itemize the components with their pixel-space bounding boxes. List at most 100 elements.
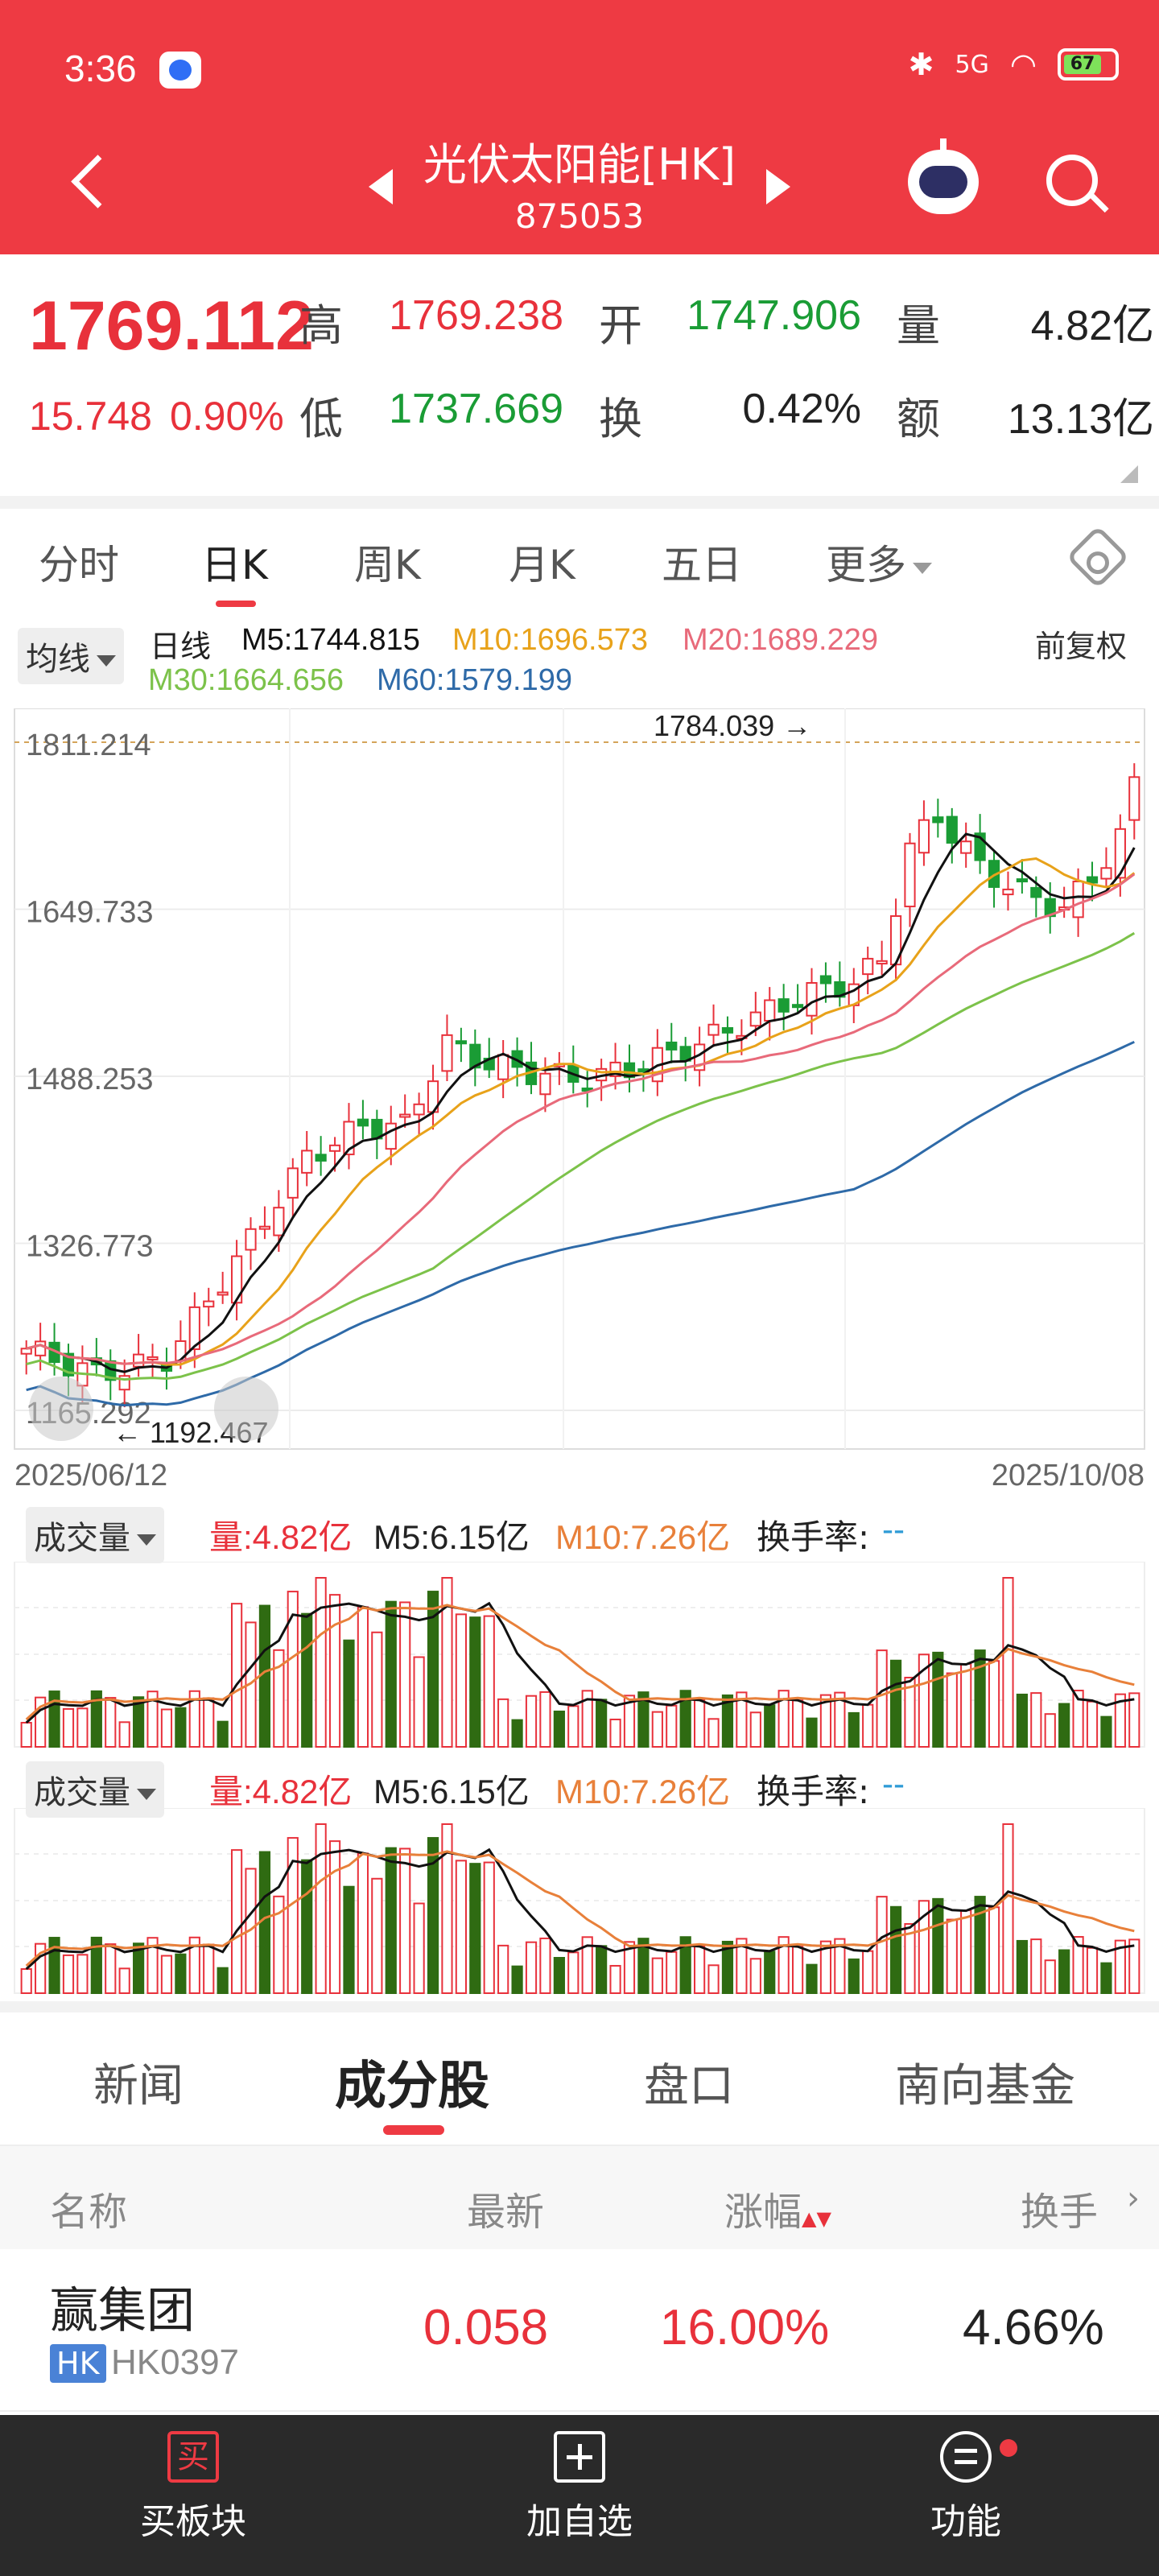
tab-constituents[interactable]: 成分股	[335, 2057, 489, 2116]
candle	[273, 1207, 285, 1236]
tab-news[interactable]: 新闻	[93, 2060, 184, 2112]
volume-bar	[960, 1663, 972, 1748]
open-value: 1747.906	[687, 292, 861, 339]
volume-bar	[203, 1943, 215, 1995]
volume-bar	[1044, 1713, 1056, 1748]
tab-southbound-funds[interactable]: 南向基金	[895, 2060, 1075, 2112]
max-price-label: 1784.039 →	[654, 709, 811, 742]
volume-bar	[1002, 1577, 1014, 1748]
volume-bar	[20, 1968, 32, 1994]
volume-bar	[567, 1705, 580, 1748]
candle	[666, 1041, 678, 1051]
vol-m10-2: M10:7.26亿	[555, 1773, 731, 1810]
candle	[819, 975, 832, 985]
volume-bar	[749, 1711, 761, 1748]
col-latest[interactable]: 最新	[467, 2190, 545, 2235]
vol-m5-line	[25, 1847, 1135, 1971]
col-change[interactable]: 涨幅▲▼	[724, 2190, 831, 2235]
candle	[1128, 776, 1140, 821]
volume-label: 量	[897, 300, 940, 351]
assistant-robot-icon[interactable]	[908, 138, 979, 214]
volume-bar	[777, 1936, 790, 1994]
volume-bar	[413, 1902, 425, 1994]
volume-bar	[721, 1694, 734, 1748]
volume-value: 4.82亿	[1030, 303, 1154, 349]
volume-bar	[118, 1967, 130, 1994]
sort-icon: ▲▼	[802, 2207, 831, 2230]
ma30-line	[26, 931, 1136, 1381]
candle	[469, 1043, 481, 1069]
menu-icon	[940, 2431, 992, 2483]
candle	[749, 1011, 761, 1027]
volume-bar	[1030, 1692, 1042, 1748]
function-menu-button[interactable]: 功能	[869, 2431, 1062, 2544]
stock-turnover: 4.66%	[963, 2300, 1104, 2355]
buy-sector-button[interactable]: 买 买板块	[97, 2431, 290, 2544]
volume-bar	[806, 1963, 818, 1995]
candle	[932, 816, 944, 824]
candle	[258, 1225, 271, 1230]
volume-bar	[105, 1943, 117, 1994]
col-turnover[interactable]: 换手	[1021, 2190, 1099, 2235]
tab-intraday[interactable]: 分时	[39, 542, 119, 588]
volume-bar	[918, 1653, 930, 1748]
volume-selector-1[interactable]: 成交量	[26, 1507, 164, 1563]
volume-bar	[736, 1691, 748, 1748]
volume-bar	[455, 1613, 467, 1748]
volume-bar	[230, 1603, 243, 1748]
candle	[217, 1291, 229, 1296]
reset-zoom-icon	[214, 1377, 278, 1441]
y-tick-label: 1488.253	[26, 1063, 154, 1096]
ma-selector[interactable]: 均线	[18, 628, 124, 684]
tab-five-day[interactable]: 五日	[662, 542, 742, 588]
volume-bar	[160, 1955, 173, 1994]
volume-bar	[609, 1964, 621, 1994]
volume-bar	[848, 1958, 860, 1994]
candle	[721, 1026, 734, 1034]
start-date: 2025/06/12	[14, 1459, 168, 1492]
search-icon[interactable]	[1046, 155, 1098, 206]
volume-bar	[483, 1861, 495, 1994]
adjust-mode[interactable]: 前复权	[1035, 629, 1128, 664]
expand-corner-icon[interactable]	[1120, 465, 1138, 483]
volume-bar	[76, 1954, 89, 1994]
chevron-right-icon[interactable]: ›	[1127, 2180, 1140, 2217]
volume-bar	[76, 1707, 89, 1748]
candle	[230, 1255, 243, 1304]
volume-chart-2	[14, 1808, 1145, 1995]
tab-orderbook[interactable]: 盘口	[644, 2060, 734, 2112]
volume-bar	[90, 1936, 102, 1994]
add-icon	[554, 2431, 605, 2483]
volume-bar	[1030, 1938, 1042, 1995]
volume-bar	[371, 1631, 383, 1748]
volume-bar	[1114, 1693, 1126, 1748]
tab-monthly-k[interactable]: 月K	[509, 542, 575, 588]
vol-turnover-1: 换手率:	[757, 1517, 870, 1557]
add-watchlist-button[interactable]: 加自选	[483, 2431, 676, 2544]
prev-index-icon[interactable]	[369, 169, 393, 204]
vol-m5-line	[25, 1601, 1135, 1724]
tab-daily-k[interactable]: 日K	[201, 542, 268, 588]
tab-weekly-k[interactable]: 周K	[354, 542, 421, 588]
kline-chart[interactable]: 1811.2141649.7331488.2531326.7731165.292…	[0, 708, 1159, 1457]
volume-bar	[230, 1849, 243, 1995]
y-tick-label: 1649.733	[26, 896, 154, 930]
amount-value: 13.13亿	[1007, 396, 1154, 443]
next-index-icon[interactable]	[766, 169, 790, 204]
volume-bar	[399, 1601, 411, 1748]
vol-value-2: 量:4.82亿	[209, 1773, 353, 1810]
volume-bar	[932, 1651, 944, 1748]
table-row[interactable]: 赢集团 HK HK0397 0.058 16.00% 4.66%	[0, 2251, 1159, 2412]
volume-bar	[146, 1937, 159, 1994]
tab-more[interactable]: 更多	[826, 533, 932, 591]
candle	[301, 1150, 313, 1174]
volume-bar	[258, 1851, 271, 1995]
volume-bar	[301, 1612, 313, 1748]
period-label: 日线	[150, 629, 212, 664]
back-button[interactable]	[64, 150, 113, 214]
chevron-down-icon	[137, 1534, 156, 1546]
divider	[0, 2001, 1159, 2013]
volume-bar	[455, 1860, 467, 1995]
volume-bar	[497, 1698, 509, 1748]
col-name: 名称	[50, 2190, 128, 2235]
